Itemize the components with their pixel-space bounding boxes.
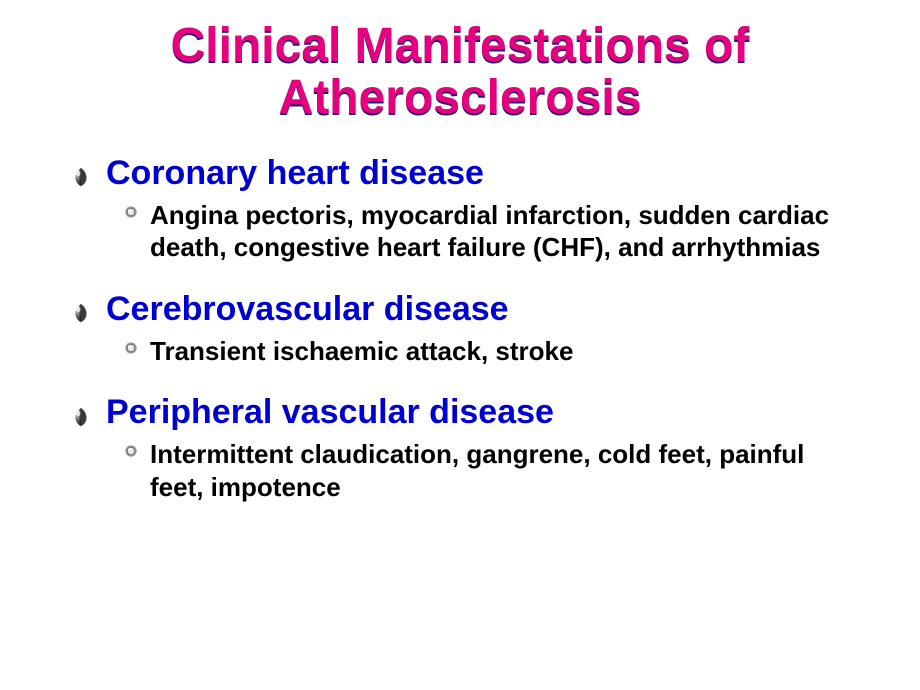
sub-row: Angina pectoris, myocardial infarction, …	[124, 199, 860, 264]
heading-text: Peripheral vascular disease	[106, 393, 554, 432]
section-peripheral: Peripheral vascular disease Intermittent…	[60, 393, 860, 503]
sub-row: Intermittent claudication, gangrene, col…	[124, 438, 860, 503]
sub-row: Transient ischaemic attack, stroke	[124, 335, 860, 368]
heading-text: Cerebrovascular disease	[106, 290, 509, 329]
slide-title: Clinical Manifestations of Atheroscleros…	[60, 20, 860, 124]
bullet-small-icon	[124, 341, 138, 355]
bullet-large-icon	[70, 406, 92, 428]
sub-text: Angina pectoris, myocardial infarction, …	[150, 199, 860, 264]
title-line2: Atherosclerosis	[279, 71, 642, 124]
bullet-small-icon	[124, 205, 138, 219]
heading-row: Peripheral vascular disease	[70, 393, 860, 432]
title-front: Clinical Manifestations of Atheroscleros…	[60, 20, 860, 124]
sub-text: Transient ischaemic attack, stroke	[150, 335, 573, 368]
bullet-large-icon	[70, 166, 92, 188]
title-line1: Clinical Manifestations of	[171, 19, 750, 72]
sub-text: Intermittent claudication, gangrene, col…	[150, 438, 860, 503]
section-coronary: Coronary heart disease Angina pectoris, …	[60, 154, 860, 264]
heading-text: Coronary heart disease	[106, 154, 484, 193]
heading-row: Coronary heart disease	[70, 154, 860, 193]
bullet-small-icon	[124, 444, 138, 458]
slide: Clinical Manifestations of Atheroscleros…	[0, 0, 920, 690]
heading-row: Cerebrovascular disease	[70, 290, 860, 329]
section-cerebrovascular: Cerebrovascular disease Transient ischae…	[60, 290, 860, 368]
bullet-large-icon	[70, 302, 92, 324]
